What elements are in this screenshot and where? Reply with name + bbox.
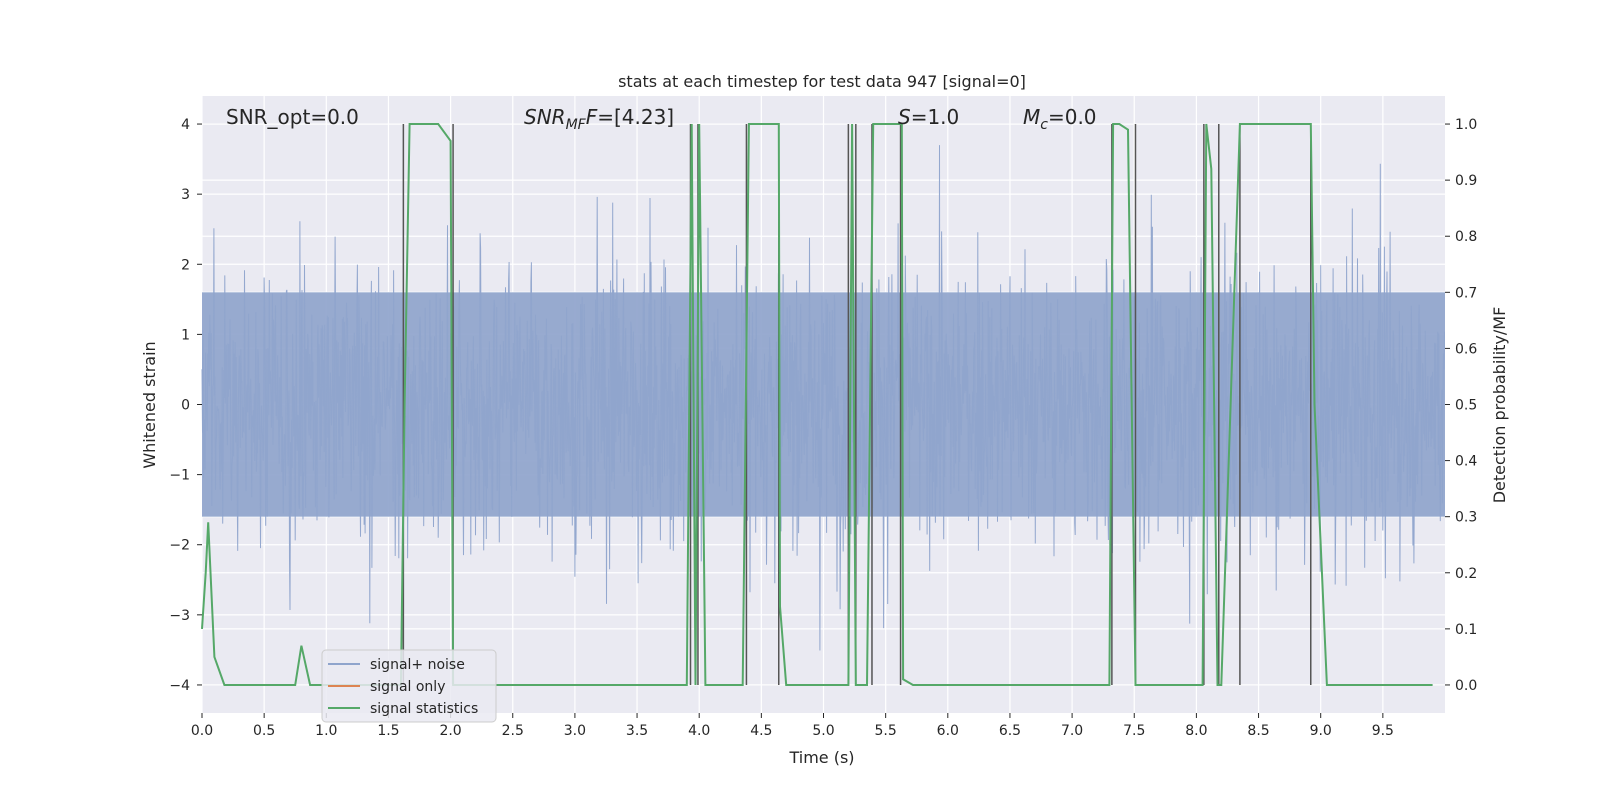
y-right-tick-label: 1.0 [1455, 117, 1477, 133]
x-tick-label: 4.0 [688, 723, 710, 739]
y-tick-label: 2 [181, 257, 190, 273]
signal-statistics-line [201, 123, 1433, 686]
y-tick-label: −4 [169, 678, 190, 694]
x-tick-label: 8.0 [1185, 723, 1207, 739]
legend-entry-noise: signal+ noise [370, 657, 465, 673]
y-right-tick-label: 0.1 [1455, 622, 1477, 638]
y-tick-label: −3 [169, 608, 190, 624]
y-tick-label: −1 [169, 468, 190, 484]
x-tick-label: 0.5 [253, 723, 275, 739]
y-tick-label: −2 [169, 538, 190, 554]
mc-tail: =0.0 [1048, 105, 1097, 129]
noise-trace-path [201, 145, 1445, 651]
x-tick-label: 1.5 [377, 723, 399, 739]
y-right-tick-label: 0.9 [1455, 173, 1477, 189]
mc-main: M [1023, 105, 1040, 129]
legend-entry-signal-only: signal only [370, 679, 445, 695]
x-tick-label: 3.5 [626, 723, 648, 739]
x-tick-label: 2.5 [502, 723, 524, 739]
chart-title: stats at each timestep for test data 947… [618, 72, 1026, 91]
y-axis-ticks: −4 −3 −2 −1 0 1 2 3 4 [169, 117, 202, 694]
x-tick-label: 2.0 [439, 723, 461, 739]
y-right-tick-label: 0.3 [1455, 510, 1477, 526]
x-axis-label: Time (s) [788, 748, 854, 767]
y-right-tick-label: 0.0 [1455, 678, 1477, 694]
x-tick-label: 4.5 [750, 723, 772, 739]
x-tick-label: 7.0 [1061, 723, 1083, 739]
y-tick-label: 4 [181, 117, 190, 133]
x-tick-label: 3.0 [564, 723, 586, 739]
y-right-axis-ticks: 0.0 0.1 0.2 0.3 0.4 0.5 0.6 0.7 0.8 0.9 1.0 [1445, 117, 1477, 694]
snr-mf-main: SNR [524, 105, 566, 129]
x-tick-label: 5.5 [875, 723, 897, 739]
y-right-tick-label: 0.8 [1455, 229, 1477, 245]
y-right-axis-label: Detection probability/MF [1490, 307, 1509, 504]
legend: signal+ noise signal only signal statist… [321, 649, 497, 723]
y-right-tick-label: 0.4 [1455, 454, 1477, 470]
y-tick-label: 1 [181, 327, 190, 343]
snr-opt-annotation: SNR_opt=0.0 [226, 105, 359, 129]
x-tick-label: 6.0 [937, 723, 959, 739]
y-tick-label: 3 [181, 187, 190, 203]
legend-box [321, 649, 497, 723]
x-tick-label: 0.0 [191, 723, 213, 739]
mc-sub: c [1040, 117, 1048, 133]
mc-annotation: Mc=0.0 [1023, 105, 1097, 133]
x-tick-label: 9.0 [1310, 723, 1332, 739]
x-tick-label: 9.5 [1372, 723, 1394, 739]
s-tail: =1.0 [911, 105, 960, 129]
x-tick-label: 8.5 [1247, 723, 1269, 739]
x-axis-ticks: 0.0 0.5 1.0 1.5 2.0 2.5 3.0 3.5 4.0 4.5 5.0 5.5 6.0 6… [191, 713, 1394, 739]
signal-noise-trace [201, 145, 1445, 651]
y-right-tick-label: 0.7 [1455, 285, 1477, 301]
x-tick-label: 7.5 [1123, 723, 1145, 739]
x-tick-label: 6.5 [999, 723, 1021, 739]
x-tick-label: 5.0 [812, 723, 834, 739]
y-axis-label: Whitened strain [140, 341, 159, 468]
snr-mf-annotation: SNRMFF=[4.23] [524, 105, 674, 133]
y-right-tick-label: 0.6 [1455, 341, 1477, 357]
statistics-path [201, 123, 1433, 686]
y-right-tick-label: 0.5 [1455, 398, 1477, 414]
s-annotation: S=1.0 [898, 105, 959, 129]
snr-mf-tail: =[4.23] [597, 105, 674, 129]
y-right-tick-label: 0.2 [1455, 566, 1477, 582]
snr-mf-tail-1: F [586, 105, 598, 129]
snr-mf-sub: MF [566, 117, 587, 133]
s-main: S [898, 105, 911, 129]
y-tick-label: 0 [181, 398, 190, 414]
x-tick-label: 1.0 [315, 723, 337, 739]
legend-entry-statistics: signal statistics [370, 701, 478, 717]
